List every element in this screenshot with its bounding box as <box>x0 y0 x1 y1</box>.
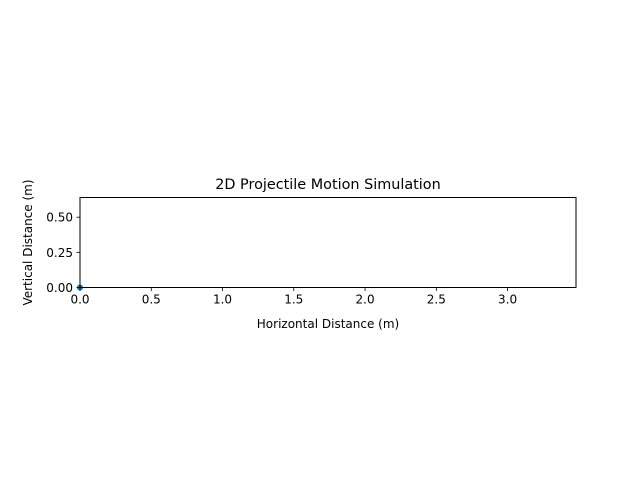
x-tick-label: 3.0 <box>498 293 517 307</box>
x-tick-label: 2.5 <box>427 293 446 307</box>
y-axis-label: Vertical Distance (m) <box>21 179 35 305</box>
x-tick-label: 0.0 <box>70 293 89 307</box>
x-axis-label: Horizontal Distance (m) <box>257 317 399 331</box>
axes-frame <box>79 197 577 288</box>
x-tick-label: 1.0 <box>213 293 232 307</box>
y-tick-label: 0.50 <box>46 211 73 225</box>
x-tick-label: 0.5 <box>142 293 161 307</box>
x-tick-label: 2.0 <box>356 293 375 307</box>
chart-title: 2D Projectile Motion Simulation <box>215 177 441 193</box>
y-tick-label: 0.25 <box>46 246 73 260</box>
y-tick-label: 0.00 <box>46 281 73 295</box>
x-tick-label: 1.5 <box>284 293 303 307</box>
y-axis-ticks: 0.00 0.25 0.50 <box>46 211 80 295</box>
x-axis-ticks: 0.0 0.5 1.0 1.5 2.0 2.5 3.0 <box>70 287 517 307</box>
